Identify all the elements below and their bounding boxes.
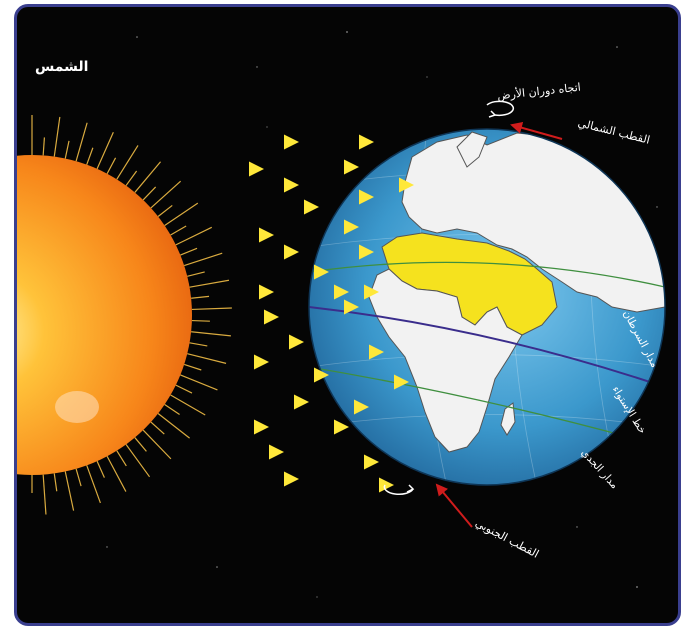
corona-ray [189, 279, 230, 288]
corona-ray [42, 137, 46, 156]
corona-ray [142, 186, 157, 201]
corona-ray [64, 140, 70, 159]
rotation-arrow-south-icon [383, 484, 415, 496]
corona-ray [183, 252, 223, 267]
corona-ray [164, 202, 199, 227]
corona-ray [106, 455, 127, 492]
sun-earth-illustration [17, 31, 666, 598]
sun-label: الشمس [35, 59, 89, 75]
north-pole-pointer [510, 121, 563, 140]
star-field [106, 31, 658, 598]
corona-ray [134, 161, 162, 193]
corona-ray [96, 460, 105, 478]
corona-ray [42, 474, 47, 515]
tropic-of-cancer-line [309, 261, 665, 288]
corona-ray [125, 444, 151, 478]
earth-globe [308, 128, 666, 486]
corona-ray [64, 471, 75, 511]
corona-ray [191, 331, 231, 337]
corona-ray [134, 437, 147, 452]
sun-disc [17, 155, 192, 475]
corona-ray [189, 342, 208, 347]
corona-ray [96, 132, 114, 170]
landmass-africa [368, 268, 523, 453]
diagram-frame: الشمس اتجاه دوران الأرض القطب الشمالي مد… [14, 4, 681, 626]
landmass-madagascar [500, 402, 516, 436]
landmass-scandinavia [456, 131, 488, 168]
corona-ray [116, 450, 127, 467]
corona-ray [86, 465, 101, 504]
corona-ray [125, 170, 138, 186]
corona-ray [150, 421, 165, 435]
corona-ray [180, 374, 218, 391]
corona-ray [180, 247, 198, 256]
corona-ray [75, 122, 88, 162]
rotation-arrow-north-icon [486, 100, 515, 118]
corona-ray [157, 413, 190, 439]
corona-ray [170, 394, 206, 416]
corona-ray [191, 295, 210, 299]
corona-ray [187, 271, 205, 277]
corona-ray [142, 429, 172, 460]
corona-ray [175, 384, 193, 394]
corona-ray [191, 307, 232, 311]
corona-ray [183, 363, 202, 371]
corona-ray [53, 473, 58, 492]
sun [17, 115, 232, 515]
sun-highlight [55, 391, 99, 423]
corona-ray [116, 145, 139, 180]
corona-ray [86, 147, 94, 165]
solar-ray-arrows [172, 134, 414, 493]
corona-ray [106, 157, 117, 175]
corona-ray [191, 319, 210, 322]
corona-ray [164, 403, 180, 416]
south-pole-pointer [435, 483, 473, 528]
corona-ray [150, 180, 182, 209]
corona-ray [75, 468, 82, 487]
corona-ray [53, 116, 61, 157]
corona-ray [170, 225, 187, 236]
corona-ray [157, 204, 173, 217]
